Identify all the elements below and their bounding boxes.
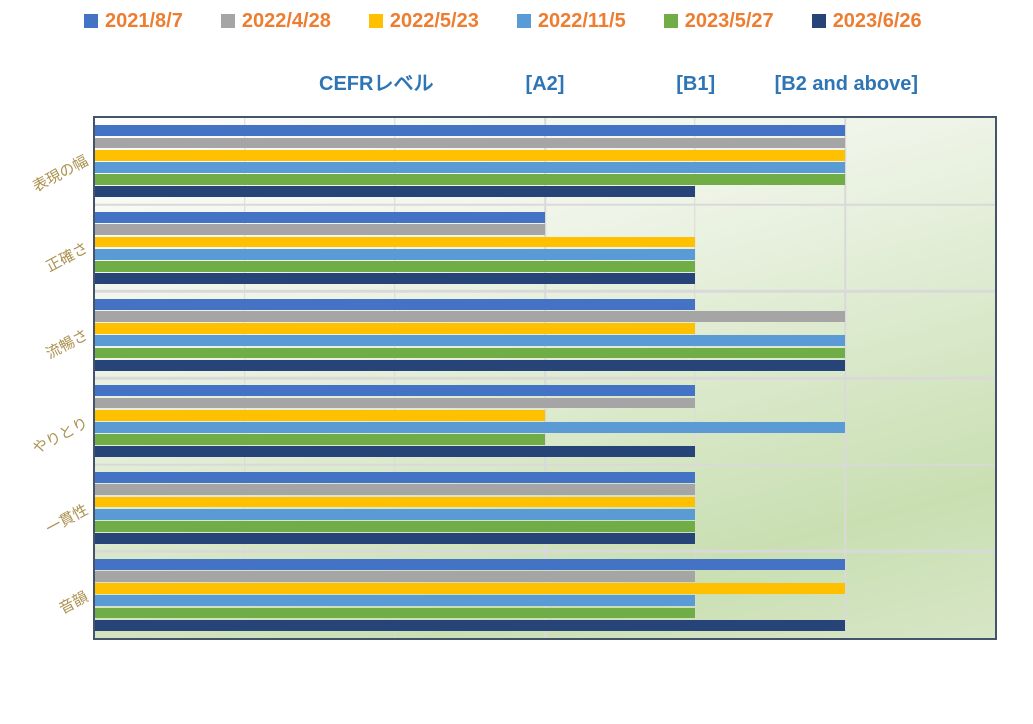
category-label: 正確さ (43, 239, 91, 276)
legend-label: 2023/6/26 (832, 10, 922, 32)
bar-やりとり-2021/8/7[interactable] (95, 385, 695, 397)
category-label: 一貫性 (43, 501, 91, 538)
axis-annotation: [B1] (676, 73, 716, 95)
legend-label: 2022/5/23 (389, 10, 479, 32)
category-labels: 表現の幅正確さ流暢さやりとり一貫性音韻 (0, 116, 91, 640)
legend-item-2021/8/7[interactable]: 2021/8/7 (84, 11, 183, 31)
bar-音韻-2022/11/5[interactable] (95, 595, 695, 607)
bar-group-表現の幅 (95, 118, 995, 205)
legend-item-2023/5/27[interactable]: 2023/5/27 (663, 10, 774, 32)
category-label: やりとり (30, 414, 91, 458)
bar-表現の幅-2022/5/23[interactable] (95, 149, 845, 161)
bar-音韻-2021/8/7[interactable] (95, 558, 845, 570)
bar-流暢さ-2023/5/27[interactable] (95, 347, 845, 359)
legend-marker-icon (663, 14, 678, 28)
bar-音韻-2022/4/28[interactable] (95, 571, 695, 582)
bar-音韻-2022/5/23[interactable] (95, 583, 845, 594)
axis-annotation: [A2] (525, 73, 565, 95)
bar-group-音韻 (95, 551, 995, 638)
category-label: 流暢さ (43, 326, 91, 363)
category-label: 音韻 (56, 588, 91, 618)
bar-正確さ-2023/5/27[interactable] (95, 260, 695, 272)
legend-marker-icon (84, 14, 98, 28)
bar-やりとり-2023/6/26[interactable] (95, 446, 695, 458)
legend-item-2023/6/26[interactable]: 2023/6/26 (811, 10, 922, 32)
bar-音韻-2023/5/27[interactable] (95, 607, 695, 619)
bar-一貫性-2023/6/26[interactable] (95, 533, 695, 544)
legend-label: 2022/4/28 (241, 10, 331, 32)
bar-流暢さ-2021/8/7[interactable] (95, 298, 695, 310)
legend-item-2022/11/5[interactable]: 2022/11/5 (516, 10, 626, 32)
legend-marker-icon (516, 14, 531, 28)
bar-表現の幅-2023/5/27[interactable] (95, 174, 845, 186)
bar-表現の幅-2022/11/5[interactable] (95, 162, 845, 173)
bar-一貫性-2022/11/5[interactable] (95, 508, 695, 520)
legend-marker-icon (220, 14, 235, 28)
legend-label: 2022/11/5 (537, 10, 626, 32)
bar-表現の幅-2023/6/26[interactable] (95, 186, 695, 198)
bar-正確さ-2022/4/28[interactable] (95, 224, 545, 236)
horizontal-gridline (95, 290, 995, 293)
legend-item-2022/5/23[interactable]: 2022/5/23 (368, 10, 479, 32)
bar-一貫性-2021/8/7[interactable] (95, 472, 695, 483)
legend-item-2022/4/28[interactable]: 2022/4/28 (220, 10, 331, 32)
horizontal-gridline (95, 203, 995, 206)
plot-area (93, 116, 997, 640)
bar-流暢さ-2022/4/28[interactable] (95, 311, 845, 322)
bar-group-正確さ (95, 205, 995, 292)
bar-流暢さ-2023/6/26[interactable] (95, 359, 845, 371)
bar-正確さ-2022/11/5[interactable] (95, 248, 695, 260)
category-label: 表現の幅 (30, 152, 91, 196)
bar-表現の幅-2022/4/28[interactable] (95, 137, 845, 149)
bar-group-流暢さ (95, 291, 995, 378)
horizontal-gridline (95, 376, 995, 380)
bar-group-やりとり (95, 378, 995, 465)
horizontal-gridline (95, 550, 995, 553)
legend-marker-icon (368, 14, 383, 28)
bar-group-一貫性 (95, 465, 995, 552)
bar-一貫性-2023/5/27[interactable] (95, 520, 695, 532)
bar-一貫性-2022/5/23[interactable] (95, 496, 695, 508)
bar-表現の幅-2021/8/7[interactable] (95, 125, 845, 137)
bar-正確さ-2023/6/26[interactable] (95, 273, 695, 284)
axis-annotation: CEFRレベル (319, 73, 434, 95)
bar-正確さ-2021/8/7[interactable] (95, 212, 545, 223)
bar-一貫性-2022/4/28[interactable] (95, 484, 695, 496)
legend-marker-icon (811, 14, 826, 28)
axis-annotations: CEFRレベル [A2] [B1] [B2 and above] (93, 66, 997, 104)
legend-label: 2023/5/27 (684, 10, 774, 32)
bar-やりとり-2023/5/27[interactable] (95, 434, 545, 446)
bar-やりとり-2022/5/23[interactable] (95, 409, 545, 421)
bar-流暢さ-2022/11/5[interactable] (95, 335, 845, 347)
axis-annotation: [B2 and above] (774, 73, 919, 95)
bar-やりとり-2022/11/5[interactable] (95, 422, 845, 433)
bar-正確さ-2022/5/23[interactable] (95, 236, 695, 248)
bar-音韻-2023/6/26[interactable] (95, 619, 845, 631)
legend-label: 2021/8/7 (105, 10, 183, 32)
horizontal-gridline (95, 463, 995, 466)
chart-legend: 2021/8/7 2022/4/28 2022/5/23 2022/11/5 2023/… (84, 6, 922, 36)
bar-流暢さ-2022/5/23[interactable] (95, 323, 695, 334)
bar-やりとり-2022/4/28[interactable] (95, 397, 695, 409)
